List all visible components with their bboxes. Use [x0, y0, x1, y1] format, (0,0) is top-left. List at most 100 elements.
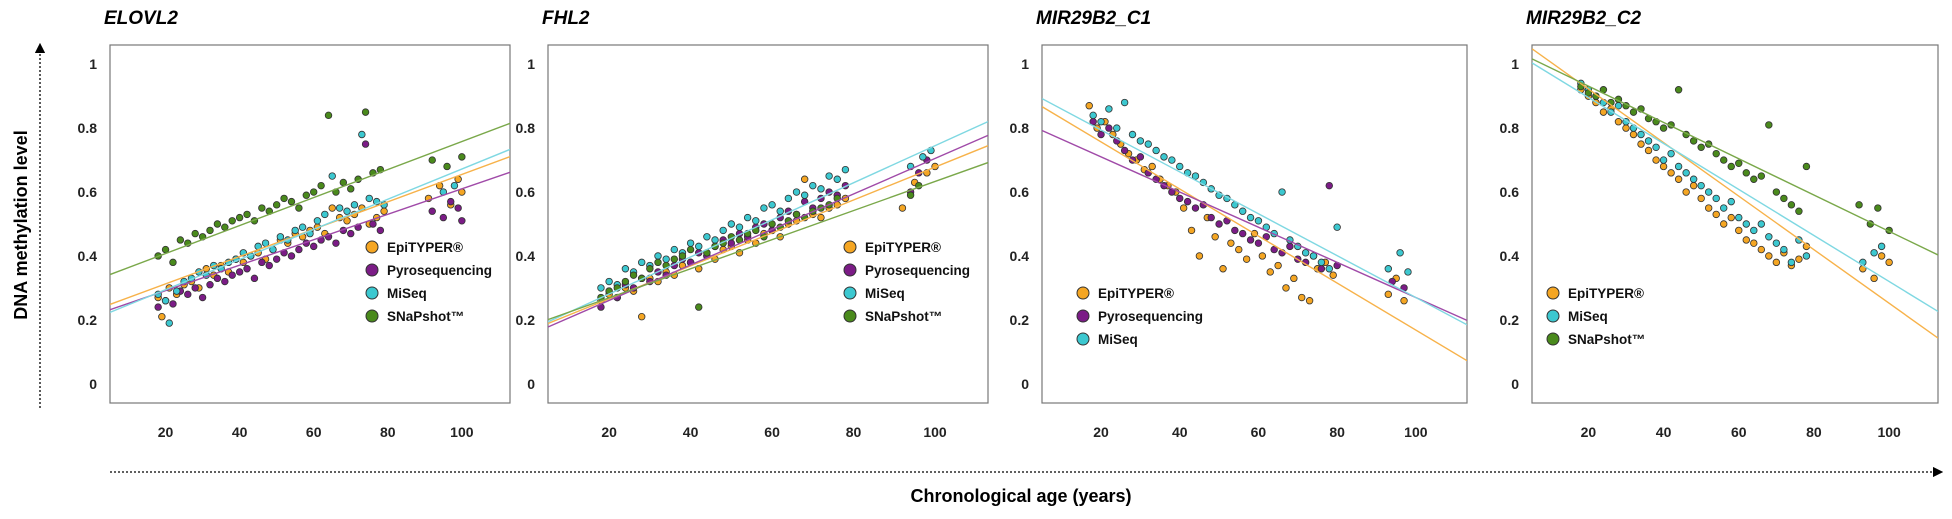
data-point — [221, 223, 229, 231]
data-point — [1246, 213, 1255, 222]
data-point — [1246, 236, 1255, 244]
fit-line-pyrosequencing — [110, 171, 510, 311]
data-point — [235, 213, 244, 222]
plot-frame — [109, 44, 511, 404]
data-point — [670, 255, 678, 263]
legend-label: Pyrosequencing — [865, 263, 970, 278]
data-point — [1727, 213, 1735, 222]
data-point — [703, 233, 711, 241]
data-point — [605, 277, 613, 286]
data-point — [1629, 130, 1638, 139]
y-tick-label: 0.8 — [1010, 120, 1030, 136]
data-point — [287, 252, 296, 260]
data-point — [1787, 258, 1796, 267]
data-point — [191, 229, 199, 238]
x-tick-label: 40 — [1172, 424, 1188, 440]
x-tick-label: 100 — [923, 424, 947, 440]
data-point — [1727, 162, 1735, 171]
data-point — [1757, 172, 1766, 180]
data-point — [792, 210, 801, 219]
data-point — [365, 194, 373, 203]
data-point — [1735, 159, 1743, 167]
data-point — [1765, 252, 1773, 260]
data-point — [235, 268, 244, 276]
data-point — [243, 265, 251, 273]
data-point — [169, 258, 177, 267]
data-point — [380, 207, 388, 215]
data-point — [906, 191, 915, 199]
panel-title: ELOVL2 — [104, 8, 178, 29]
data-point — [1384, 290, 1392, 299]
data-point — [1802, 162, 1811, 171]
data-point — [1802, 252, 1811, 260]
fit-line-epityper — [1532, 48, 1938, 339]
data-point — [1384, 265, 1392, 273]
data-point — [184, 290, 192, 299]
data-point — [1301, 249, 1310, 257]
data-point — [343, 207, 351, 215]
y-tick-label: 0 — [527, 376, 535, 392]
data-point — [161, 245, 170, 254]
y-tick-label: 0.6 — [1500, 184, 1520, 200]
data-point — [1637, 130, 1645, 139]
y-tick-label: 0.6 — [78, 184, 98, 200]
legend-label: MiSeq — [1098, 332, 1138, 347]
data-point — [1396, 249, 1404, 257]
data-point — [654, 252, 662, 260]
legend: EpiTYPER® MiSeq SNaPshot™ — [1546, 286, 1645, 347]
data-point — [752, 217, 760, 225]
data-point — [784, 194, 793, 203]
data-point — [825, 172, 833, 180]
legend-marker — [365, 286, 379, 300]
legend-marker — [1546, 332, 1560, 346]
data-point — [213, 220, 222, 228]
legend-marker — [1546, 286, 1560, 300]
data-point — [621, 265, 630, 273]
data-point — [1195, 252, 1204, 260]
data-point — [597, 284, 605, 292]
data-point — [1309, 252, 1318, 260]
x-tick-label: 80 — [1329, 424, 1345, 440]
data-point — [1697, 181, 1705, 190]
data-point — [1712, 194, 1720, 203]
data-point — [1870, 274, 1878, 283]
data-point — [321, 210, 329, 219]
data-point — [1689, 181, 1698, 190]
data-point — [1742, 236, 1750, 244]
data-point — [1144, 140, 1152, 148]
data-point — [919, 153, 927, 161]
legend-label: EpiTYPER® — [865, 240, 941, 255]
data-point — [1187, 226, 1196, 235]
series-miseq — [1089, 98, 1412, 276]
data-point — [1160, 153, 1168, 161]
data-point — [1400, 297, 1408, 305]
data-point — [332, 239, 340, 247]
data-point — [1333, 223, 1341, 231]
x-tick-label: 60 — [1251, 424, 1267, 440]
fit-line-epityper — [1042, 106, 1467, 362]
x-tick-label: 20 — [601, 424, 617, 440]
data-point — [1097, 130, 1105, 139]
data-point — [1765, 121, 1773, 129]
data-point — [1176, 194, 1184, 203]
data-point — [206, 226, 214, 235]
legend-label: SNaPshot™ — [865, 309, 942, 324]
legend-marker — [843, 309, 857, 323]
data-point — [317, 181, 325, 190]
data-point — [1207, 213, 1215, 222]
data-point — [1325, 265, 1333, 273]
data-point — [313, 217, 322, 225]
series-pyrosequencing — [154, 140, 466, 311]
data-point — [743, 213, 752, 222]
data-point — [1659, 162, 1668, 171]
y-axis-label: DNA methylation level — [11, 130, 31, 319]
data-point — [198, 293, 207, 302]
data-point — [792, 188, 801, 196]
legend-marker — [843, 286, 857, 300]
data-point — [1682, 188, 1690, 196]
data-point — [428, 207, 436, 215]
data-point — [809, 181, 817, 190]
data-point — [695, 242, 703, 251]
data-point — [295, 245, 303, 254]
x-tick-label: 60 — [1731, 424, 1747, 440]
